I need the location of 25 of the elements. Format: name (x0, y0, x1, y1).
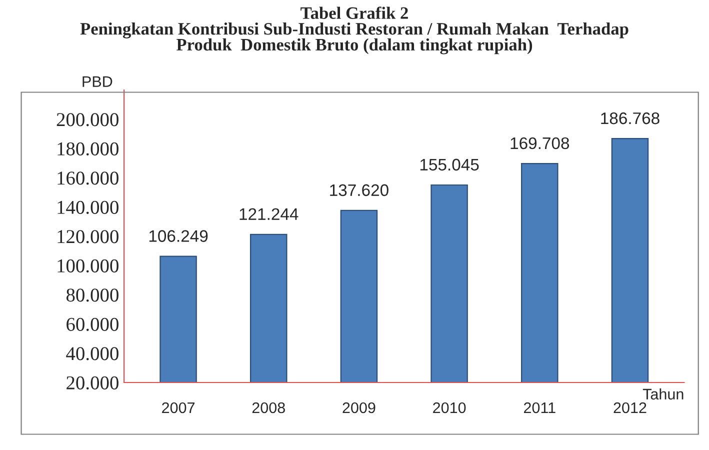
data-label: 169.708 (510, 137, 570, 150)
chart-title: Tabel Grafik 2 Peningkatan Kontribusi Sub-Industi Restoran / Rumah Makan Terhadap Produk Domestik Bruto (dalam tingkat rupiah) (80, 6, 628, 54)
data-label: 121.244 (240, 208, 298, 220)
x-tick-label: 2010 (433, 402, 466, 414)
data-label: 186.768 (601, 112, 660, 124)
y-tick-label: 80.000 (66, 288, 118, 302)
y-tick-label: 100.000 (58, 259, 118, 273)
x-axis-title: Tahun (642, 388, 684, 400)
y-tick-label: 160.000 (58, 172, 118, 185)
y-tick-label: 200.000 (56, 113, 118, 126)
x-tick-label: 2012 (614, 402, 646, 414)
y-tick-label: 180.000 (58, 142, 118, 156)
y-tick-label: 40.000 (66, 347, 118, 360)
x-tick-label: 2011 (524, 402, 556, 414)
x-tick-label: 2009 (342, 402, 376, 414)
y-tick-label: 140.000 (58, 200, 118, 214)
y-tick-label: 60.000 (66, 318, 118, 332)
y-tick-label: 20.000 (66, 376, 118, 390)
data-label: 106.249 (149, 230, 208, 242)
y-tick-label: 120.000 (58, 230, 118, 244)
x-tick-label: 2007 (162, 402, 195, 414)
data-label: 155.045 (420, 158, 479, 171)
x-tick-label: 2008 (252, 402, 285, 414)
y-axis-title: PBD (82, 76, 112, 87)
data-label: 137.620 (330, 184, 388, 196)
